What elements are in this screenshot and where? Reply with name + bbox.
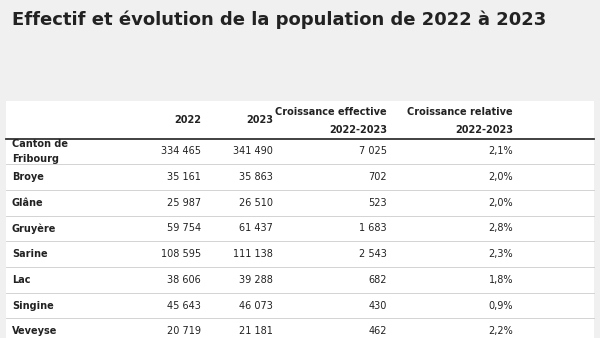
Text: 38 606: 38 606 [167, 275, 201, 285]
Text: 61 437: 61 437 [239, 223, 273, 234]
Text: 2,1%: 2,1% [488, 146, 513, 156]
Text: 20 719: 20 719 [167, 326, 201, 336]
Text: Croissance effective: Croissance effective [275, 106, 387, 117]
Text: 702: 702 [368, 172, 387, 182]
Text: 430: 430 [368, 300, 387, 311]
Text: 1,8%: 1,8% [488, 275, 513, 285]
Text: 2,8%: 2,8% [488, 223, 513, 234]
Text: Croissance relative: Croissance relative [407, 106, 513, 117]
Text: Gruyère: Gruyère [12, 223, 56, 234]
Text: 682: 682 [368, 275, 387, 285]
Text: 111 138: 111 138 [233, 249, 273, 259]
Text: Effectif et évolution de la population de 2022 à 2023: Effectif et évolution de la population d… [12, 10, 546, 29]
Text: 25 987: 25 987 [167, 198, 201, 208]
Text: 1 683: 1 683 [359, 223, 387, 234]
Text: 2,0%: 2,0% [488, 172, 513, 182]
Text: 39 288: 39 288 [239, 275, 273, 285]
Text: 35 863: 35 863 [239, 172, 273, 182]
Text: 7 025: 7 025 [359, 146, 387, 156]
Text: 462: 462 [368, 326, 387, 336]
Text: Glâne: Glâne [12, 198, 44, 208]
Text: 26 510: 26 510 [239, 198, 273, 208]
Text: Broye: Broye [12, 172, 44, 182]
Text: 45 643: 45 643 [167, 300, 201, 311]
Text: 523: 523 [368, 198, 387, 208]
Text: Canton de: Canton de [12, 139, 68, 149]
Text: 46 073: 46 073 [239, 300, 273, 311]
Text: 21 181: 21 181 [239, 326, 273, 336]
Text: 2022-2023: 2022-2023 [455, 125, 513, 135]
Text: 2,0%: 2,0% [488, 198, 513, 208]
Text: 59 754: 59 754 [167, 223, 201, 234]
Text: 2,3%: 2,3% [488, 249, 513, 259]
Text: 35 161: 35 161 [167, 172, 201, 182]
Text: Fribourg: Fribourg [12, 154, 59, 164]
Text: 2022: 2022 [174, 115, 201, 125]
Text: 334 465: 334 465 [161, 146, 201, 156]
Text: 2022-2023: 2022-2023 [329, 125, 387, 135]
Text: Lac: Lac [12, 275, 31, 285]
Text: 2,2%: 2,2% [488, 326, 513, 336]
Text: 0,9%: 0,9% [488, 300, 513, 311]
Text: 341 490: 341 490 [233, 146, 273, 156]
Text: Veveyse: Veveyse [12, 326, 58, 336]
Text: 108 595: 108 595 [161, 249, 201, 259]
Text: Sarine: Sarine [12, 249, 47, 259]
Text: 2 543: 2 543 [359, 249, 387, 259]
Text: Singine: Singine [12, 300, 54, 311]
Text: 2023: 2023 [246, 115, 273, 125]
